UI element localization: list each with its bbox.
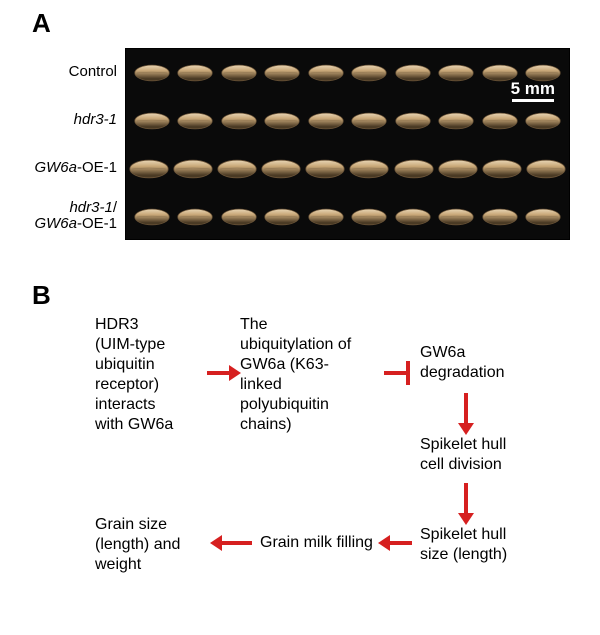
node-n5: Spikelet hull size (length) <box>420 525 550 565</box>
grain <box>308 208 344 226</box>
grain <box>481 159 523 179</box>
grain <box>351 64 387 82</box>
grain <box>395 112 431 130</box>
grain <box>348 159 390 179</box>
grain <box>351 208 387 226</box>
grain-row-3 <box>126 208 569 226</box>
grain <box>438 64 474 82</box>
scale-bar-line <box>512 99 554 102</box>
grain <box>221 208 257 226</box>
grain <box>134 112 170 130</box>
grain <box>308 112 344 130</box>
grain <box>525 208 561 226</box>
grain <box>395 64 431 82</box>
grain <box>128 159 170 179</box>
node-n2: The ubiquitylation of GW6a (K63- linked … <box>240 315 380 435</box>
grain <box>177 64 213 82</box>
grain-row-2 <box>126 159 569 179</box>
grain <box>264 208 300 226</box>
grain <box>177 112 213 130</box>
grain <box>177 208 213 226</box>
grain <box>438 112 474 130</box>
grain <box>525 112 561 130</box>
grain <box>482 208 518 226</box>
panel-a-label: A <box>32 8 51 39</box>
grain-photo-area: 5 mm <box>125 48 570 240</box>
grain <box>304 159 346 179</box>
panel-a: Control hdr3-1 GW6a-OE-1 hdr3-1/GW6a-OE-… <box>30 48 570 240</box>
scale-bar-text: 5 mm <box>511 79 555 99</box>
grain <box>134 208 170 226</box>
grain <box>525 159 567 179</box>
grain <box>393 159 435 179</box>
grain <box>525 64 561 82</box>
panel-b-label: B <box>32 280 51 311</box>
grain <box>221 112 257 130</box>
row-label-3: hdr3-1/GW6a-OE-1 <box>30 200 125 233</box>
grain <box>438 208 474 226</box>
grain <box>482 64 518 82</box>
scale-bar: 5 mm <box>511 79 555 102</box>
node-n3: GW6a degradation <box>420 343 540 383</box>
grain-row-1 <box>126 112 569 130</box>
grain <box>482 112 518 130</box>
grain <box>308 64 344 82</box>
grain <box>134 64 170 82</box>
grain <box>260 159 302 179</box>
node-n7: Grain size (length) and weight <box>95 515 205 575</box>
panel-a-row-labels: Control hdr3-1 GW6a-OE-1 hdr3-1/GW6a-OE-… <box>30 48 125 240</box>
grain <box>395 208 431 226</box>
row-label-2: GW6a-OE-1 <box>30 160 125 177</box>
panel-b: HDR3 (UIM-type ubiquitin receptor) inter… <box>0 315 600 635</box>
grain <box>437 159 479 179</box>
row-label-1: hdr3-1 <box>30 112 125 129</box>
grain-row-0 <box>126 64 569 82</box>
node-n1: HDR3 (UIM-type ubiquitin receptor) inter… <box>95 315 205 435</box>
node-n4: Spikelet hull cell division <box>420 435 550 475</box>
grain <box>264 64 300 82</box>
grain <box>351 112 387 130</box>
grain <box>216 159 258 179</box>
row-label-0: Control <box>30 64 125 81</box>
grain <box>172 159 214 179</box>
grain <box>264 112 300 130</box>
grain <box>221 64 257 82</box>
